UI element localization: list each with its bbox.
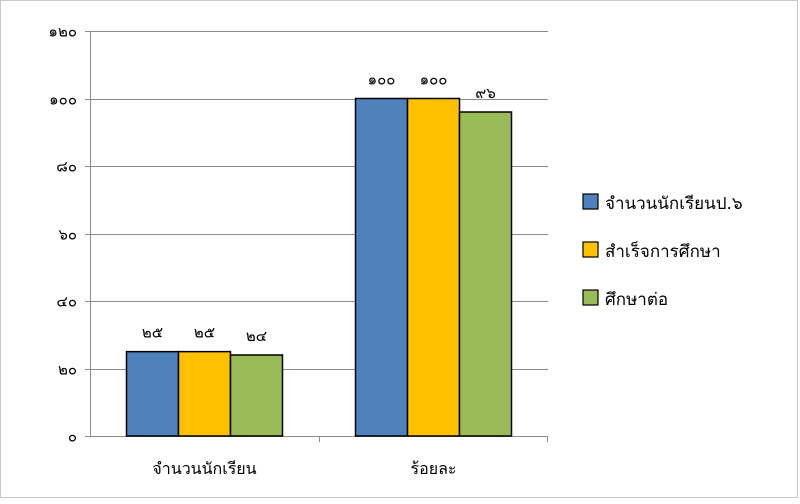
x-category-label: ร้อยละ (411, 459, 457, 478)
bar (229, 354, 284, 437)
y-tick-label: ๖๐ (58, 226, 77, 244)
bar (458, 111, 513, 437)
bar-value-label: ๒๕ (194, 324, 215, 342)
bar (125, 350, 180, 437)
legend-label: ศึกษาต่อ (605, 290, 668, 310)
y-tick-label: ๑๒๐ (48, 23, 77, 41)
bar (406, 97, 461, 437)
bar-value-label: ๑๐๐ (420, 71, 448, 89)
legend-label: สำเร็จการศึกษา (605, 240, 721, 262)
y-tick-label: ๔๐ (56, 293, 77, 311)
y-tick-label: ๐ (68, 428, 77, 446)
bar (354, 97, 409, 437)
bars (125, 97, 513, 437)
bar-value-label: ๒๕ (142, 324, 163, 342)
bar-value-label: ๑๐๐ (368, 71, 396, 89)
bar-value-label: ๙๖ (475, 84, 496, 102)
y-tick-label: ๒๐ (58, 361, 77, 379)
legend-swatch (582, 241, 599, 258)
y-tick-label: ๘๐ (56, 158, 77, 176)
legend-swatch (582, 193, 599, 210)
x-category-label: จำนวนนักเรียน (152, 459, 256, 478)
legend-label: จำนวนนักเรียนป.๖ (605, 194, 743, 214)
y-tick-label: ๑๐๐ (49, 91, 77, 109)
bar (177, 350, 232, 437)
legend-swatch (582, 289, 599, 306)
bar-value-label: ๒๔ (246, 327, 267, 345)
